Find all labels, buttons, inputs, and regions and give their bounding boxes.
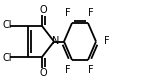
- Text: O: O: [39, 68, 47, 78]
- Text: Cl: Cl: [2, 53, 12, 63]
- Text: Cl: Cl: [2, 20, 12, 30]
- Text: F: F: [65, 8, 71, 18]
- Text: F: F: [104, 37, 110, 46]
- Text: F: F: [88, 65, 94, 75]
- Text: F: F: [88, 8, 94, 18]
- Text: F: F: [65, 65, 71, 75]
- Text: N: N: [52, 37, 60, 46]
- Text: O: O: [39, 5, 47, 15]
